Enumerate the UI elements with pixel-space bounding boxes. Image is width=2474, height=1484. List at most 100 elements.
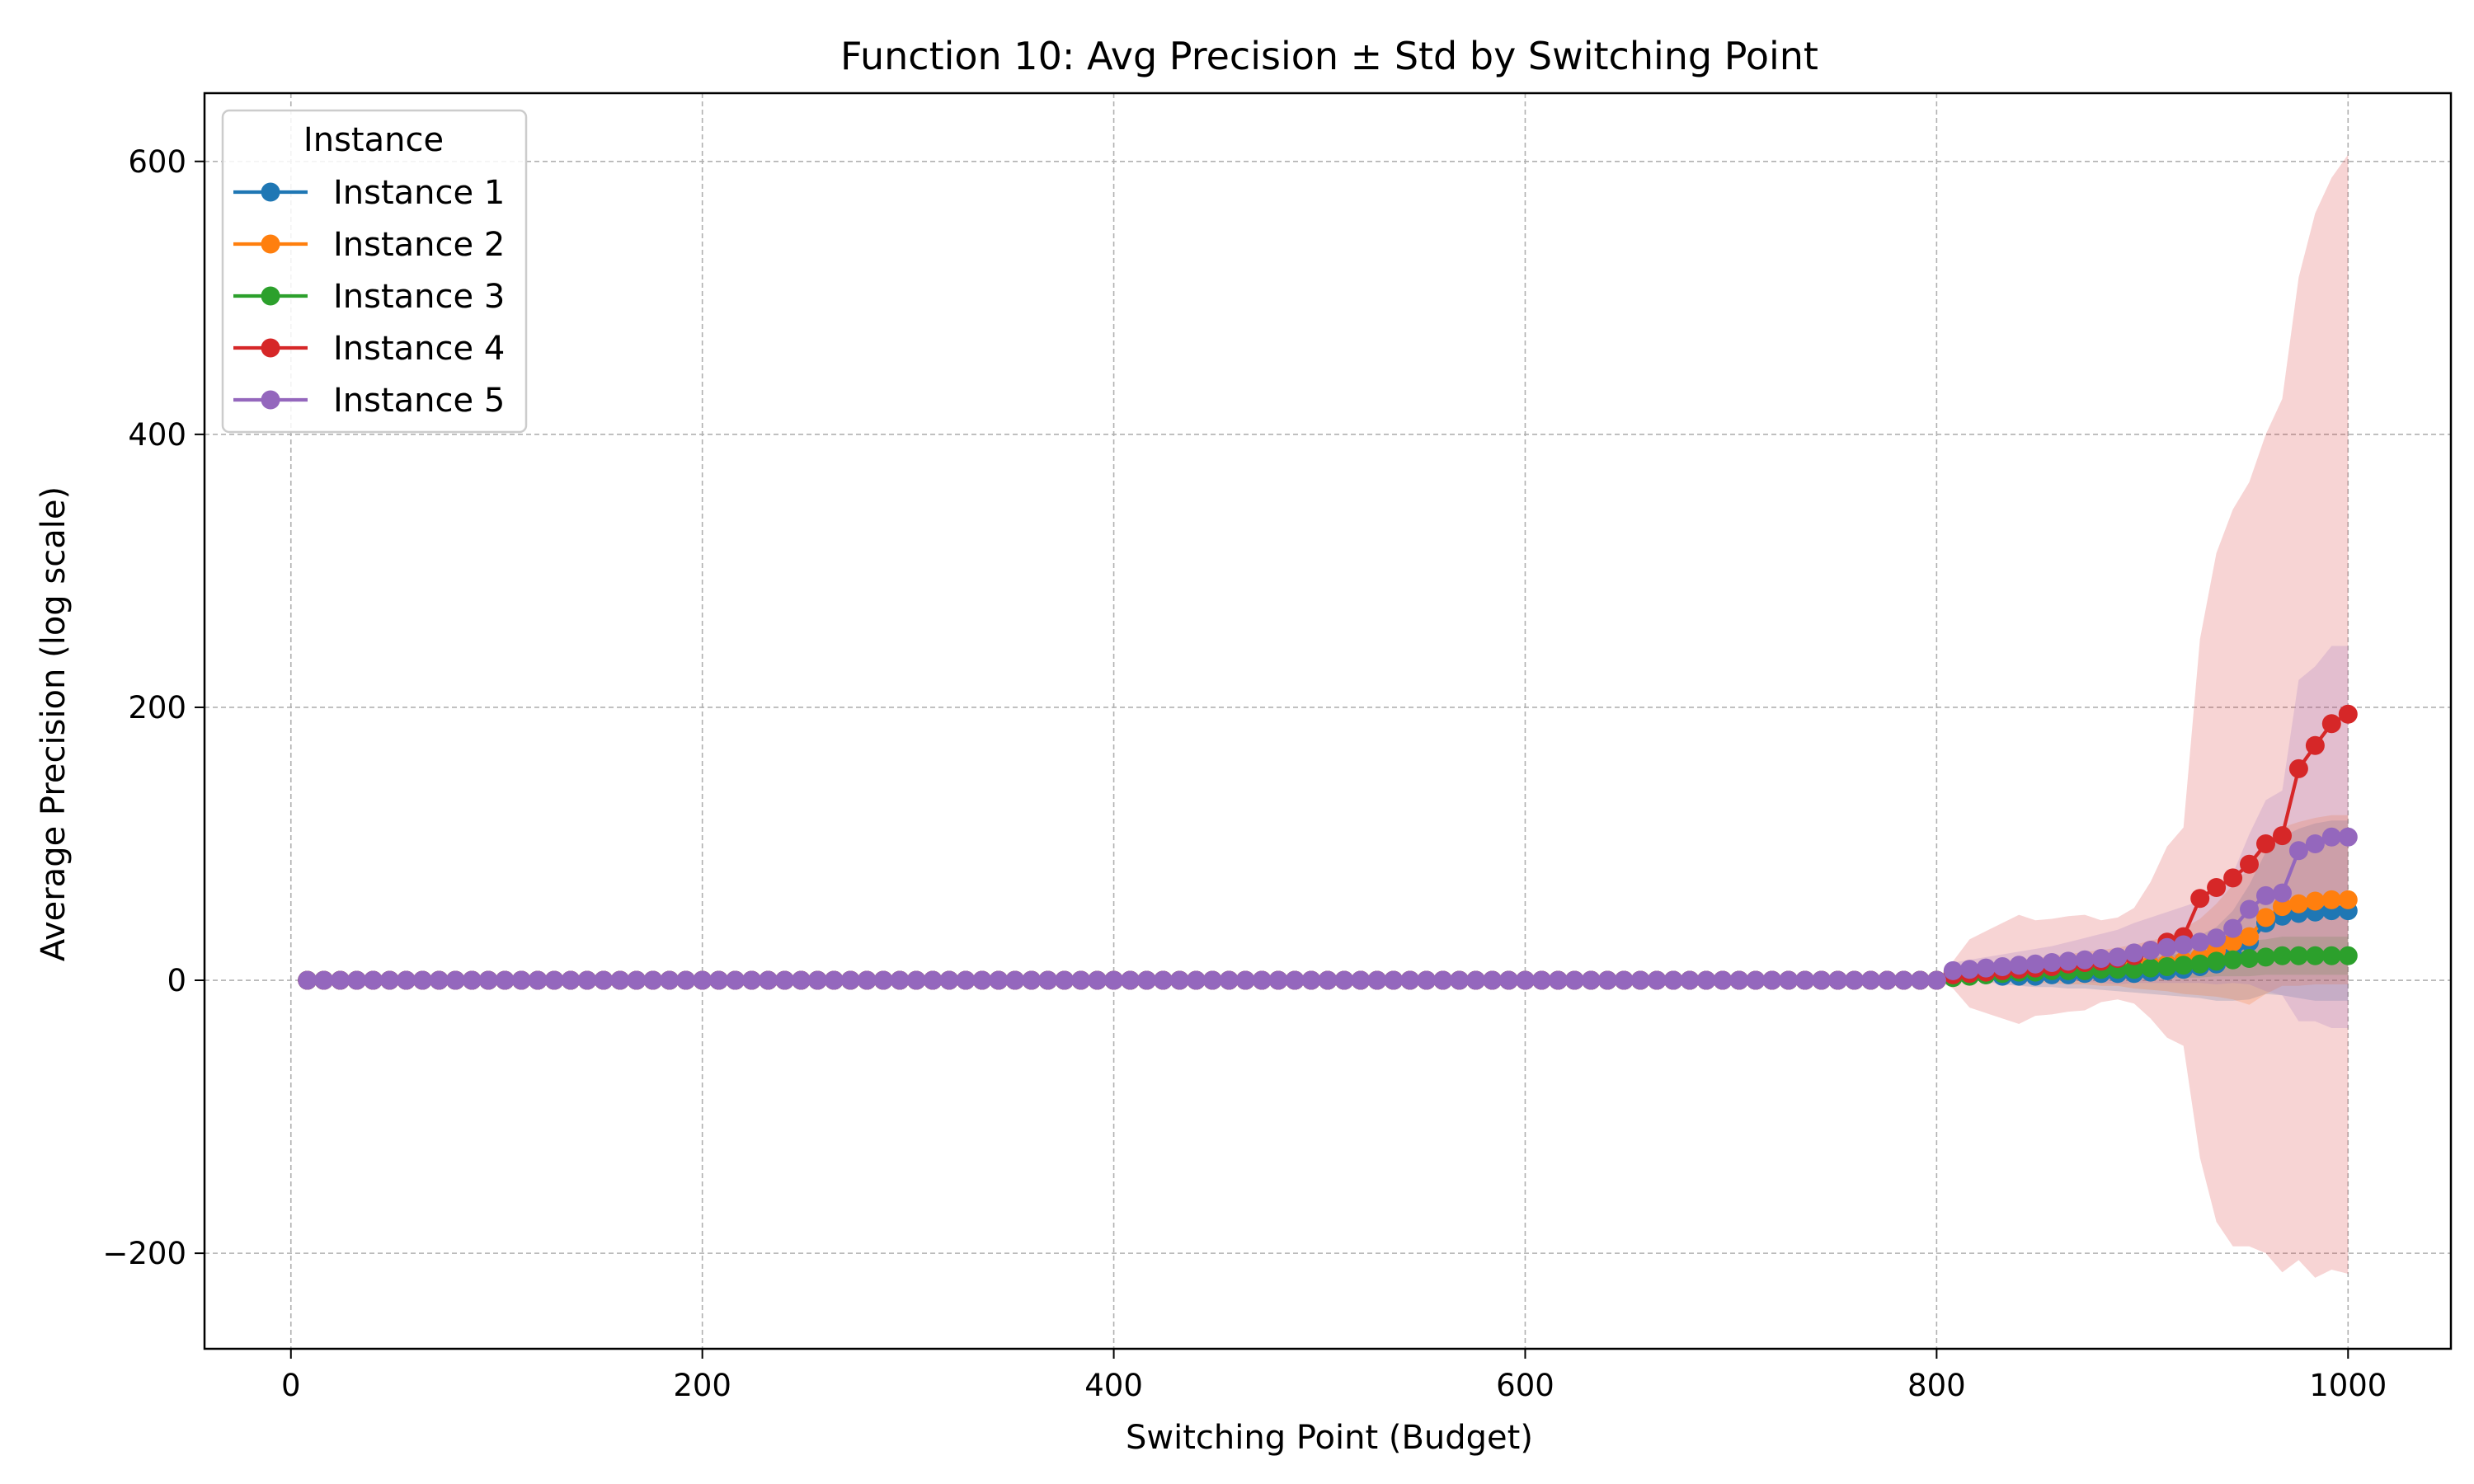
data-point [1516,970,1535,990]
data-point [1647,970,1667,990]
data-point [528,970,548,990]
data-point [412,970,432,990]
data-point [1169,970,1189,990]
data-point [693,970,713,990]
data-point [2141,958,2161,978]
data-point [2240,927,2259,946]
data-point [1071,970,1091,990]
data-point [2256,885,2275,905]
data-point [2305,735,2325,755]
data-point [923,970,943,990]
data-point [1828,970,1848,990]
data-point [1812,970,1832,990]
data-point [314,970,334,990]
data-point [1433,970,1453,990]
data-point [1943,960,1963,980]
x-tick-label: 800 [1907,1368,1966,1403]
legend: Instance Instance 1 Instance 2 Instance 3 I… [221,109,528,434]
data-point [2190,932,2210,952]
data-point [2273,826,2292,846]
legend-label: Instance 4 [333,330,505,368]
data-point [1713,970,1733,990]
data-point [478,970,498,990]
data-point [1186,970,1206,990]
x-tick-label: 400 [1084,1368,1143,1403]
legend-label: Instance 3 [333,278,505,316]
data-point [1400,970,1420,990]
legend-marker [261,182,280,202]
data-point [2174,935,2194,955]
data-point [840,970,860,990]
data-point [1285,970,1305,990]
data-point [643,970,663,990]
data-point [726,970,745,990]
data-point [2207,928,2227,948]
data-point [2075,950,2095,970]
data-point [2338,704,2358,724]
data-point [1005,970,1025,990]
data-point [610,970,630,990]
data-point [1597,970,1617,990]
data-point [1548,970,1568,990]
data-point [1038,970,1058,990]
data-point [495,970,515,990]
data-point [1910,970,1930,990]
data-point [1268,970,1288,990]
data-point [511,970,531,990]
data-point [1795,970,1815,990]
data-point [1696,970,1716,990]
data-point [2223,950,2243,970]
data-point [1894,970,1913,990]
data-point [2042,953,2062,972]
data-point [2321,827,2341,847]
data-point [2305,891,2325,911]
y-axis-label: Average Precision (log scale) [35,486,73,961]
legend-marker [261,234,280,254]
data-point [1630,970,1650,990]
data-point [2223,932,2243,952]
data-point [2338,890,2358,909]
data-point [1614,970,1634,990]
data-point [347,970,367,990]
data-point [1450,970,1470,990]
data-point [2141,941,2161,960]
data-point [1121,970,1140,990]
x-axis-label: Switching Point (Budget) [1126,1419,1533,1457]
data-point [1762,970,1782,990]
data-point [1466,970,1486,990]
data-point [857,970,877,990]
data-point [759,970,778,990]
data-point [331,970,350,990]
data-point [2091,949,2111,968]
data-point [2157,937,2177,957]
y-tick-label: 600 [128,144,186,180]
data-point [1202,970,1222,990]
legend-label: Instance 1 [333,174,505,212]
data-point [2288,841,2308,861]
plot-frame [203,92,2453,1350]
data-point [1926,970,1946,990]
y-tick-label: −200 [102,1236,186,1271]
data-point [577,970,597,990]
data-point [2321,890,2341,909]
data-point [709,970,729,990]
legend-entry-1: Instance 1 [233,174,505,212]
data-point [2305,946,2325,965]
data-point [2256,908,2275,928]
legend-marker [261,390,280,410]
data-point [2321,946,2341,965]
data-point [2190,889,2210,909]
data-point [791,970,811,990]
data-point [2174,956,2194,975]
data-point [1301,970,1321,990]
legend-label: Instance 2 [333,226,505,264]
data-point [2321,714,2341,734]
legend-title: Instance [303,121,444,159]
legend-marker [261,286,280,306]
data-point [2240,854,2259,874]
data-point [1022,970,1042,990]
data-point [1581,970,1601,990]
data-point [1845,970,1865,990]
data-point [1137,970,1156,990]
data-point [1351,970,1371,990]
